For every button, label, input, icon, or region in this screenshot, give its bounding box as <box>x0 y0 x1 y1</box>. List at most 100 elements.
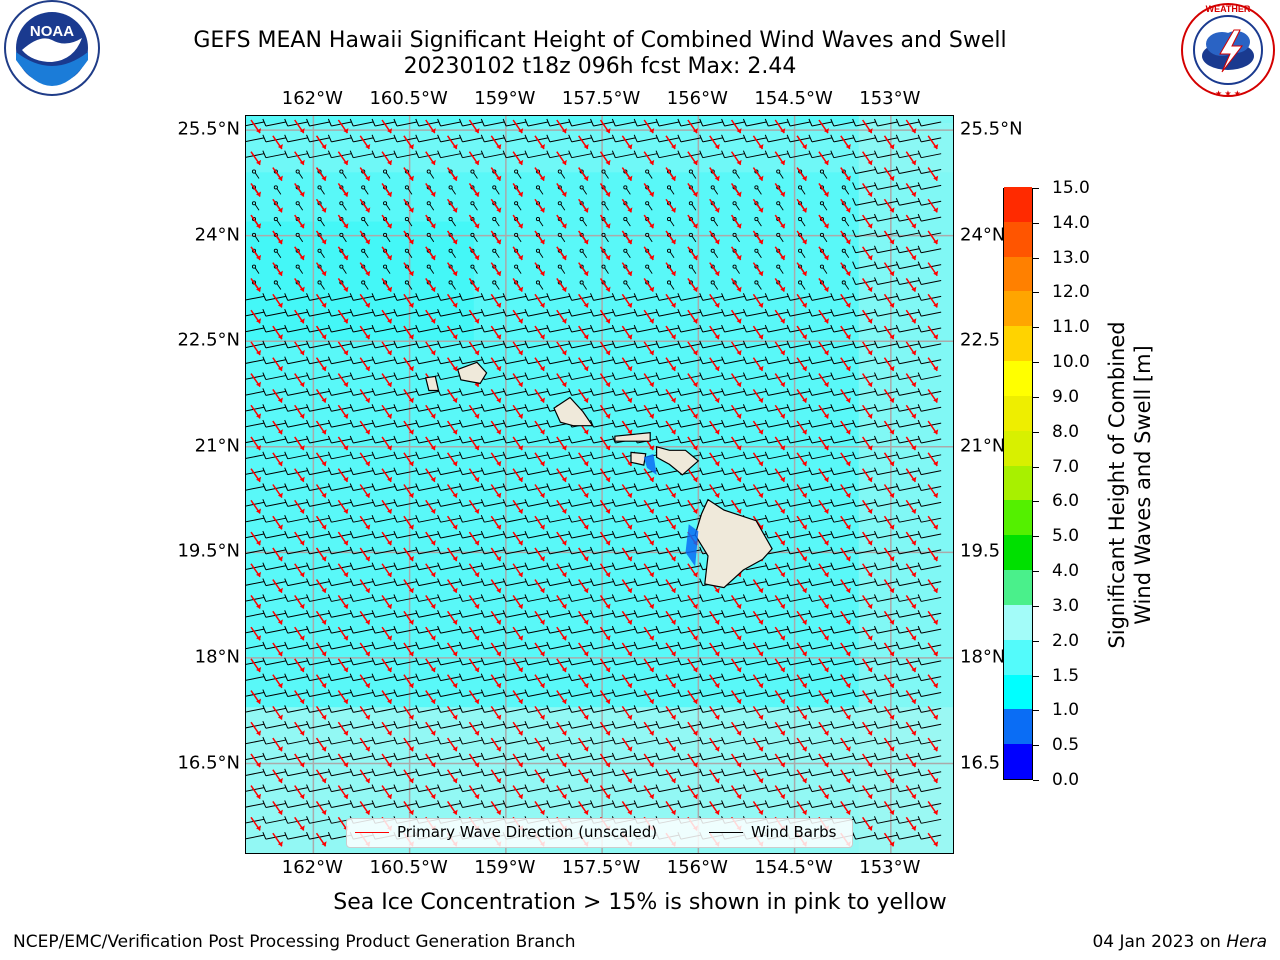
wave-direction-arrowhead <box>474 191 480 197</box>
wave-direction-arrowhead <box>496 334 502 340</box>
wave-direction-arrowhead <box>452 714 458 720</box>
wave-direction-arrowhead <box>911 413 917 419</box>
wave-direction-arrowhead <box>299 445 305 451</box>
wind-barb-feather <box>917 514 922 523</box>
wave-direction-arrowhead <box>583 143 589 149</box>
wave-direction-arrowhead <box>802 143 808 149</box>
wind-barb <box>527 692 549 698</box>
wave-direction-arrowhead <box>671 302 677 308</box>
wind-barb-feather <box>677 404 682 412</box>
wind-barb <box>658 501 680 507</box>
wind-barb-feather <box>830 594 835 602</box>
wind-barb-feather <box>677 752 682 761</box>
wave-direction-arrowhead <box>496 429 502 435</box>
wave-direction-arrowhead <box>911 349 917 355</box>
wind-barb-feather <box>786 388 791 396</box>
wind-barb <box>625 219 631 227</box>
wind-barb-calm <box>645 201 650 206</box>
wind-barb <box>877 438 898 444</box>
wind-barb-feather <box>917 705 922 713</box>
wind-barb-feather <box>874 277 878 285</box>
wave-direction-arrowhead <box>671 746 677 752</box>
wind-barb-feather <box>437 546 442 555</box>
wind-barb-feather <box>371 324 376 333</box>
wave-direction-arrowhead <box>365 334 371 340</box>
wind-barb <box>396 375 418 381</box>
wind-barb <box>833 755 854 761</box>
wind-barb-feather <box>590 800 594 808</box>
wave-direction-arrowhead <box>321 270 327 276</box>
wind-barb <box>287 390 308 396</box>
wind-barb-feather <box>786 435 791 444</box>
wind-barb-feather <box>415 514 420 523</box>
wave-direction-arrowhead <box>671 143 677 149</box>
wind-barb <box>462 295 483 301</box>
wind-barb <box>702 311 723 317</box>
wind-barb-feather <box>917 261 922 269</box>
wind-barb <box>768 581 789 587</box>
wave-direction-arrowhead <box>299 159 305 165</box>
wave-direction-arrowhead <box>627 619 633 625</box>
wind-barb-feather <box>415 594 420 602</box>
wave-direction-arrowhead <box>430 571 436 577</box>
wave-direction-arrowhead <box>649 571 655 577</box>
wind-barb-feather <box>874 150 878 158</box>
lat-tick-label-right: 25.5°N <box>960 118 1023 140</box>
wind-barb-feather <box>502 324 507 333</box>
wind-barb-calm <box>404 280 409 285</box>
wave-direction-arrowhead <box>452 746 458 752</box>
wind-barb-feather <box>349 150 354 158</box>
wind-barb-feather <box>306 372 310 380</box>
wind-barb-feather <box>852 530 857 539</box>
wind-barb-feather <box>568 499 573 507</box>
wind-barb-feather <box>611 594 616 602</box>
wave-direction-arrowhead <box>583 746 589 752</box>
wind-barb-feather <box>852 499 857 507</box>
wind-barb <box>921 279 942 285</box>
wind-barb-feather <box>568 435 573 444</box>
wave-direction-arrowhead <box>823 413 829 419</box>
wind-barb <box>418 612 439 618</box>
wind-barb-feather <box>917 293 922 301</box>
wind-barb <box>506 612 527 618</box>
wind-barb <box>680 581 701 587</box>
wind-barb <box>593 295 614 301</box>
wind-barb-feather <box>699 356 704 364</box>
wind-barb <box>276 251 282 259</box>
wind-barb-feather <box>458 467 463 475</box>
wind-barb <box>637 137 658 143</box>
wind-barb-calm <box>492 217 497 222</box>
wind-barb <box>637 359 658 365</box>
wind-barb-feather <box>764 388 769 396</box>
wind-barb-feather <box>830 673 835 681</box>
wind-barb-feather <box>874 182 878 190</box>
wind-barb-feather <box>502 768 507 776</box>
wind-barb-feather <box>633 752 638 761</box>
wave-direction-arrowhead <box>277 714 283 720</box>
wind-barb <box>593 486 614 491</box>
wind-barb-feather <box>764 736 769 745</box>
wind-barb-feather <box>611 372 616 380</box>
wind-barb <box>615 787 636 793</box>
wind-barb <box>800 188 806 195</box>
wind-barb <box>921 216 942 222</box>
wind-barb <box>353 596 374 602</box>
wind-barb-feather <box>546 388 551 396</box>
wind-barb <box>877 216 898 222</box>
wind-barb <box>789 375 811 381</box>
wind-barb <box>921 153 942 159</box>
wind-barb-feather <box>764 610 769 618</box>
wind-barb-feather <box>677 736 682 745</box>
wave-direction-arrowhead <box>365 429 371 435</box>
wave-direction-arrowhead <box>780 128 786 134</box>
svg-text:WEATHER: WEATHER <box>1206 4 1251 14</box>
wind-barb-feather <box>524 483 529 491</box>
wind-barb-feather <box>917 467 922 475</box>
wind-barb-feather <box>437 625 442 634</box>
wind-barb-feather <box>895 562 900 570</box>
wind-barb <box>246 486 265 491</box>
wind-barb-feather <box>480 736 485 745</box>
wave-direction-arrowhead <box>277 334 283 340</box>
wind-barb-feather <box>699 641 704 650</box>
wave-direction-arrowhead <box>496 365 502 371</box>
